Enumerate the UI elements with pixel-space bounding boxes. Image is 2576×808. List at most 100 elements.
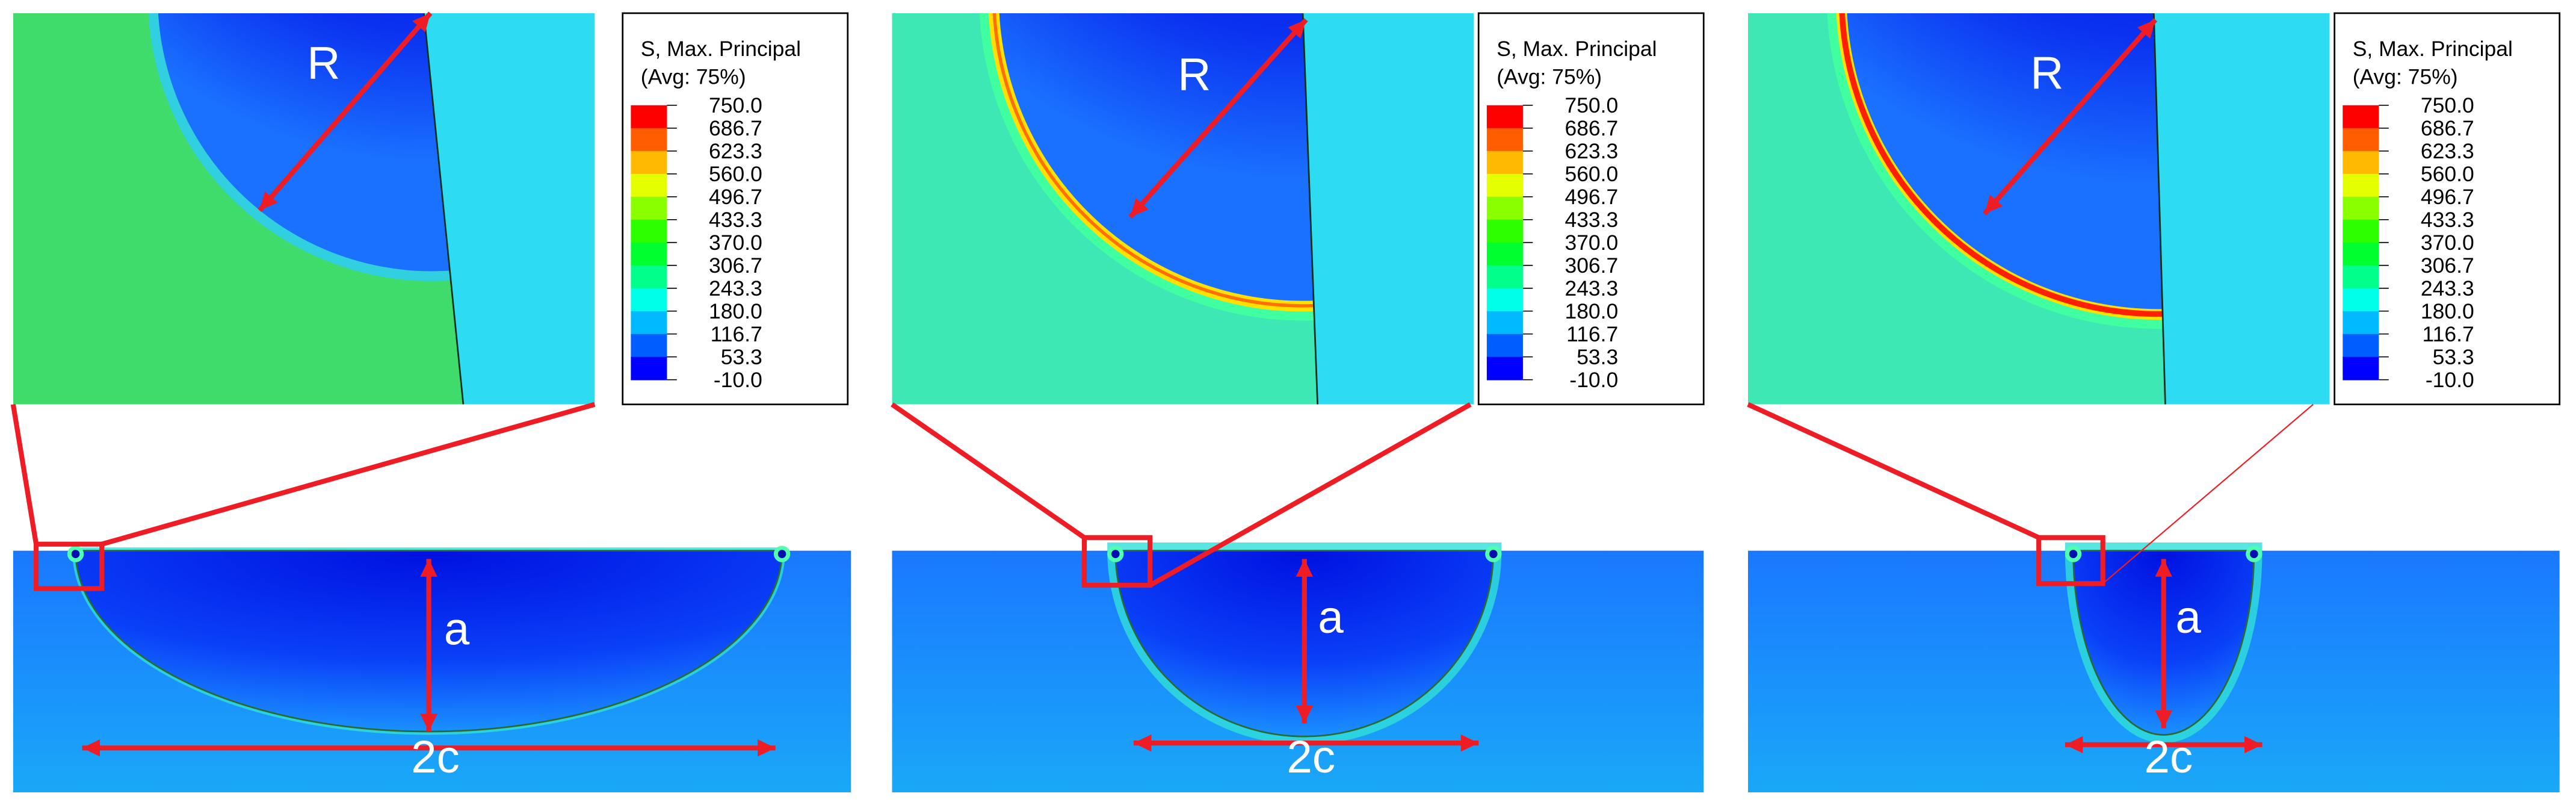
c-label: 2c [411,732,460,783]
legend-title: S, Max. Principal [641,37,801,61]
ring [147,13,463,281]
arrow-head [758,739,776,757]
color-band [1486,105,1523,129]
tip [777,550,786,558]
color-band [2343,265,2379,289]
zoom-line [10,404,39,545]
legend-label: 370.0 [2421,231,2474,255]
tip [2250,550,2258,558]
color-band [631,311,667,335]
crack-blue [998,13,1318,301]
zoom-view [1747,13,2330,405]
color-band [2343,219,2379,243]
color-band [2343,334,2379,358]
arrow-head [2155,559,2172,577]
zoom-line [891,402,1086,540]
outer-region [424,13,595,405]
color-band [2343,128,2379,152]
legend-label: -10.0 [2426,368,2474,392]
legend-label: 496.7 [2421,185,2474,209]
r-label: R [2030,48,2063,99]
color-band [1486,173,1523,197]
arrow-line [1128,18,1308,219]
outer-region [1303,13,1474,405]
legend-label: 53.3 [2433,345,2474,369]
color-band [2343,311,2379,335]
legend-label: 306.7 [709,253,762,278]
legend-label: 750.0 [709,93,762,117]
crack-front [1302,13,1319,405]
zoom-view [13,13,595,405]
legend-label: 496.7 [1564,185,1618,209]
bottom-view [892,542,1704,793]
c-label: 2c [2145,732,2193,783]
color-band [1486,334,1523,358]
panel: R S, Max. Principal (Avg: 75%) 750.0686.762… [1747,12,2561,793]
color-band [631,356,667,381]
legend-label: 560.0 [709,162,762,186]
zoom-line [101,402,596,547]
legend-label: 433.3 [1564,208,1618,232]
color-band [631,288,667,312]
crack-blue [1846,13,2166,309]
crack-blue [158,13,463,272]
legend-label: -10.0 [1569,368,1618,392]
legend-label: 243.3 [2421,276,2474,300]
legend-label: 180.0 [709,299,762,323]
color-band [1486,356,1523,381]
arrow-head [82,739,100,757]
color-band [1486,128,1523,152]
color-band [631,128,667,152]
tip [1489,550,1498,558]
legend-label: 116.7 [2423,322,2474,346]
legend-label: 623.3 [2421,139,2474,163]
crack-front [2152,13,2166,405]
zoom-box [1081,535,1153,588]
color-band [2343,173,2379,197]
color-band [631,173,667,197]
color-band [1486,151,1523,175]
legend-label: 433.3 [2421,208,2474,232]
color-band [2343,356,2379,381]
legend-label: 370.0 [1564,231,1618,255]
panel: R S, Max. Principal (Avg: 75%) 750.0686.762… [891,12,1705,793]
arrow-head [1130,197,1149,217]
legend-label: 243.3 [709,276,762,300]
legend-label: 306.7 [2421,253,2474,278]
legend-label: 53.3 [721,345,762,369]
zoom-box [33,541,105,591]
legend-label: 433.3 [709,208,762,232]
legend-label: 306.7 [1564,253,1618,278]
ring [992,13,1318,308]
color-band [2343,151,2379,175]
legend-label: 623.3 [1564,139,1618,163]
a-label: a [444,603,470,654]
legend-title: S, Max. Principal [2353,37,2513,61]
color-band [1486,288,1523,312]
color-band [631,219,667,243]
arrow-head [1460,734,1479,752]
color-band [1486,219,1523,243]
legend-subtitle: (Avg: 75%) [641,64,746,89]
legend-label: 686.7 [2421,116,2474,140]
legend-label: 370.0 [709,231,762,255]
color-band [631,196,667,220]
arrow-head [1288,19,1306,39]
arrow-head [1296,705,1314,724]
arrow-head [2137,19,2156,39]
arrow-head [1133,734,1152,752]
legend-label: 180.0 [1564,299,1618,323]
legend-label: 116.7 [711,322,762,346]
panel: R S, Max. Principal (Avg: 75%) 750.0686.762… [10,11,851,793]
zoom-line [1149,402,1472,588]
color-band [1486,265,1523,289]
color-band [1486,242,1523,266]
zoom-box [2036,535,2105,586]
arrow-head [2244,736,2262,754]
arrow-line [258,11,433,213]
legend-label: 560.0 [2421,162,2474,186]
arrow-head [420,559,437,577]
legend-label: 750.0 [2421,93,2474,117]
legend: S, Max. Principal (Avg: 75%) 750.0686.7623… [1477,12,1705,406]
